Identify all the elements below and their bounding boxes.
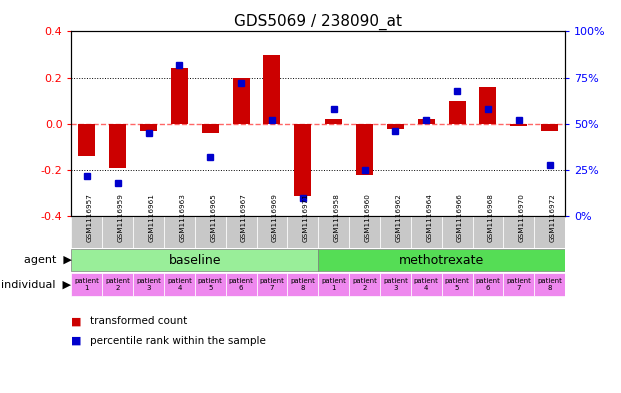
Bar	[319, 274, 349, 296]
Text: patient
1: patient 1	[321, 278, 346, 291]
Text: percentile rank within the sample: percentile rank within the sample	[90, 336, 266, 346]
Text: patient
7: patient 7	[260, 278, 284, 291]
Text: patient
6: patient 6	[476, 278, 501, 291]
Bar	[380, 274, 411, 296]
Bar	[233, 78, 250, 124]
Bar	[418, 119, 435, 124]
Text: transformed count: transformed count	[90, 316, 188, 326]
Bar	[349, 274, 380, 296]
Bar	[387, 124, 404, 129]
Bar	[534, 217, 565, 248]
Bar	[71, 217, 102, 248]
Bar	[225, 217, 256, 248]
Bar	[356, 124, 373, 175]
Bar	[202, 124, 219, 133]
Bar	[256, 274, 288, 296]
Text: GSM1116961: GSM1116961	[148, 193, 155, 242]
Text: GSM1116957: GSM1116957	[87, 193, 93, 242]
Bar	[195, 217, 225, 248]
Bar	[534, 274, 565, 296]
Text: patient
5: patient 5	[198, 278, 223, 291]
Title: GDS5069 / 238090_at: GDS5069 / 238090_at	[234, 14, 402, 30]
Text: GSM1116965: GSM1116965	[211, 193, 216, 242]
Text: GSM1116959: GSM1116959	[118, 193, 124, 242]
Bar	[442, 217, 473, 248]
Text: agent  ▶: agent ▶	[24, 255, 71, 265]
Bar	[288, 217, 318, 248]
Bar	[102, 217, 133, 248]
Text: patient
6: patient 6	[229, 278, 253, 291]
Bar	[71, 274, 102, 296]
Bar	[319, 249, 565, 272]
Bar	[263, 55, 281, 124]
Text: patient
5: patient 5	[445, 278, 469, 291]
Text: GSM1116970: GSM1116970	[519, 193, 525, 242]
Bar	[109, 124, 126, 168]
Text: patient
3: patient 3	[136, 278, 161, 291]
Bar	[319, 217, 349, 248]
Text: GSM1116969: GSM1116969	[272, 193, 278, 242]
Bar	[71, 249, 318, 272]
Text: GSM1116962: GSM1116962	[396, 193, 401, 242]
Bar	[140, 124, 157, 131]
Bar	[195, 274, 225, 296]
Bar	[133, 274, 164, 296]
Bar	[164, 274, 195, 296]
Text: patient
1: patient 1	[75, 278, 99, 291]
Text: patient
2: patient 2	[352, 278, 377, 291]
Bar	[411, 217, 442, 248]
Bar	[256, 217, 288, 248]
Text: individual  ▶: individual ▶	[1, 279, 71, 290]
Bar	[171, 68, 188, 124]
Bar	[294, 124, 311, 196]
Text: GSM1116958: GSM1116958	[333, 193, 340, 242]
Text: methotrexate: methotrexate	[399, 254, 484, 267]
Bar	[448, 101, 466, 124]
Bar	[479, 87, 496, 124]
Bar	[325, 119, 342, 124]
Text: patient
8: patient 8	[537, 278, 562, 291]
Bar	[349, 217, 380, 248]
Text: GSM1116966: GSM1116966	[457, 193, 463, 242]
Bar	[288, 274, 318, 296]
Bar	[473, 217, 504, 248]
Bar	[504, 217, 534, 248]
Text: patient
3: patient 3	[383, 278, 408, 291]
Text: patient
7: patient 7	[506, 278, 531, 291]
Bar	[380, 217, 411, 248]
Bar	[510, 124, 527, 126]
Text: patient
2: patient 2	[106, 278, 130, 291]
Bar	[133, 217, 164, 248]
Bar	[102, 274, 133, 296]
Text: ■: ■	[71, 316, 82, 326]
Text: patient
4: patient 4	[414, 278, 438, 291]
Text: patient
8: patient 8	[291, 278, 315, 291]
Text: GSM1116971: GSM1116971	[303, 193, 309, 242]
Text: ■: ■	[71, 336, 82, 346]
Bar	[411, 274, 442, 296]
Text: GSM1116963: GSM1116963	[179, 193, 186, 242]
Text: GSM1116968: GSM1116968	[488, 193, 494, 242]
Bar	[78, 124, 96, 156]
Bar	[164, 217, 195, 248]
Text: GSM1116972: GSM1116972	[550, 193, 556, 242]
Text: GSM1116964: GSM1116964	[426, 193, 432, 242]
Bar	[442, 274, 473, 296]
Text: GSM1116967: GSM1116967	[241, 193, 247, 242]
Bar	[225, 274, 256, 296]
Text: patient
4: patient 4	[167, 278, 192, 291]
Bar	[504, 274, 534, 296]
Text: GSM1116960: GSM1116960	[365, 193, 371, 242]
Bar	[473, 274, 504, 296]
Bar	[541, 124, 558, 131]
Text: baseline: baseline	[168, 254, 221, 267]
